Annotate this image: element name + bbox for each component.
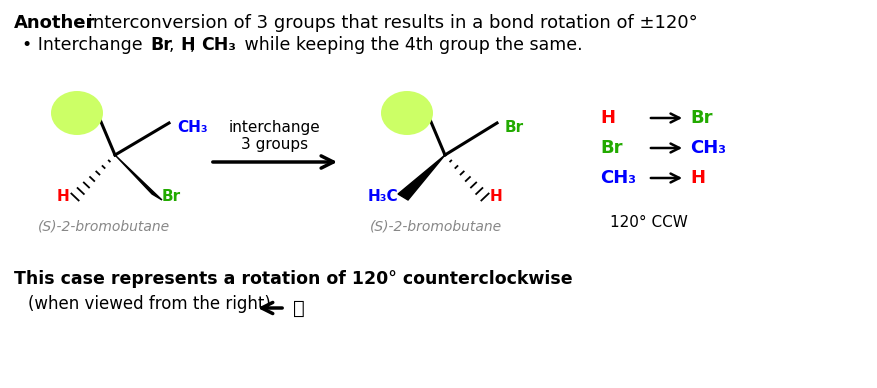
Text: ,: , — [189, 36, 201, 54]
Text: Another: Another — [14, 14, 96, 32]
Text: H: H — [599, 109, 614, 127]
Text: H: H — [689, 169, 704, 187]
Polygon shape — [397, 155, 445, 200]
Text: 👁: 👁 — [293, 298, 304, 317]
Text: Br: Br — [689, 109, 712, 127]
Text: Br: Br — [162, 189, 181, 204]
Polygon shape — [115, 155, 162, 200]
Text: H: H — [489, 189, 503, 204]
Text: This case represents a rotation of 120° counterclockwise: This case represents a rotation of 120° … — [14, 270, 572, 288]
Text: CH₃: CH₃ — [689, 139, 725, 157]
Text: interconversion of 3 groups that results in a bond rotation of ±120°: interconversion of 3 groups that results… — [82, 14, 697, 32]
Text: • Interchange: • Interchange — [22, 36, 148, 54]
Text: Br: Br — [150, 36, 172, 54]
Ellipse shape — [51, 91, 103, 135]
Text: (S)-2-bromobutane: (S)-2-bromobutane — [369, 220, 502, 234]
Text: H₃C: H₃C — [367, 189, 398, 204]
Text: ,: , — [168, 36, 180, 54]
Text: Br: Br — [599, 139, 622, 157]
Text: CH₃: CH₃ — [599, 169, 635, 187]
Text: H: H — [56, 189, 69, 204]
Text: (when viewed from the right): (when viewed from the right) — [28, 295, 271, 313]
Text: H: H — [180, 36, 195, 54]
Text: Br: Br — [504, 120, 524, 135]
Text: CH₃: CH₃ — [177, 120, 207, 135]
Ellipse shape — [381, 91, 432, 135]
Text: 120° CCW: 120° CCW — [610, 215, 687, 230]
Text: while keeping the 4th group the same.: while keeping the 4th group the same. — [239, 36, 582, 54]
Text: interchange
3 groups: interchange 3 groups — [229, 120, 320, 152]
Text: CH₃: CH₃ — [201, 36, 236, 54]
Text: (S)-2-bromobutane: (S)-2-bromobutane — [38, 220, 170, 234]
